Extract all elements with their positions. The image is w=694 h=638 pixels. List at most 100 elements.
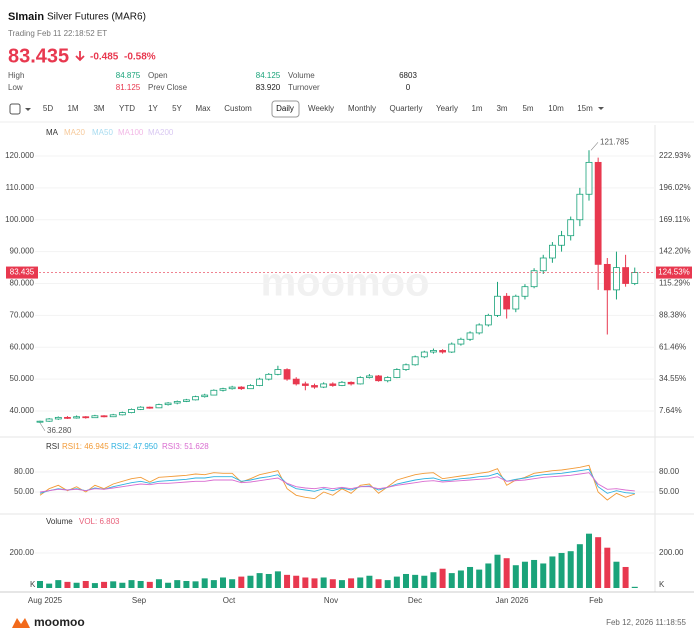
y-tick-label: 120.000 (5, 151, 34, 160)
candle-body (549, 244, 556, 259)
volume-bar (128, 580, 135, 588)
range-button[interactable]: 5D (43, 104, 53, 113)
range-button[interactable]: Custom (224, 104, 252, 113)
volume-bar (467, 566, 474, 588)
range-button[interactable]: YTD (119, 104, 135, 113)
candle-body (73, 416, 80, 419)
candle-body (384, 377, 392, 382)
candle-body (347, 381, 355, 385)
ma-title: MA (46, 128, 59, 137)
volume-bar (274, 571, 281, 588)
dropdown-arrow[interactable] (25, 108, 31, 111)
candle-body (338, 381, 346, 386)
period-button[interactable]: 3m (496, 104, 507, 113)
candle-body (128, 409, 135, 413)
period-button[interactable]: Monthly (348, 104, 376, 113)
candle-body (466, 332, 474, 340)
period-button[interactable]: 15m (577, 104, 593, 113)
range-button[interactable]: 5Y (172, 104, 182, 113)
volume-bar (476, 569, 483, 588)
timestamp: Feb 12, 2026 11:18:55 (606, 618, 686, 627)
annotation-label: 121.785 (600, 137, 629, 146)
dropdown-arrow[interactable] (598, 107, 604, 110)
y-tick-label: 80.000 (10, 279, 35, 288)
candle-body (320, 383, 328, 388)
volume-bar (576, 544, 583, 588)
candle-body (210, 389, 218, 396)
candle-body (54, 416, 62, 420)
volume-bar (229, 579, 236, 588)
period-button[interactable]: Quarterly (390, 104, 423, 113)
period-button[interactable]: 10m (548, 104, 564, 113)
volume-bar (503, 558, 510, 588)
period-button[interactable]: Yearly (436, 104, 458, 113)
period-button[interactable]: 1m (471, 104, 482, 113)
candle-body (274, 369, 282, 375)
candle-body (393, 369, 401, 378)
candle-body (475, 324, 483, 334)
x-tick-label: Oct (223, 596, 236, 605)
candle-body (201, 394, 209, 398)
y2-tick-label: 50.00 (659, 487, 680, 496)
range-button[interactable]: 1M (67, 104, 78, 113)
range-button[interactable]: Max (195, 104, 210, 113)
candle-body (192, 396, 199, 401)
candle-body (228, 386, 236, 390)
period-button[interactable]: Weekly (308, 104, 334, 113)
rsi-line (39, 468, 635, 494)
volume-bar (137, 580, 144, 588)
candle-body (256, 378, 264, 386)
range-button[interactable]: 3M (93, 104, 104, 113)
volume-bar (494, 554, 501, 588)
candle-body (155, 404, 163, 409)
pct-tag (656, 266, 692, 279)
period-button[interactable]: Daily (276, 104, 294, 113)
volume-bar (192, 581, 199, 588)
chart-type-icon[interactable] (9, 103, 21, 115)
candle-body (594, 161, 602, 265)
volume-bar (549, 556, 556, 588)
candle-body (118, 412, 126, 416)
volume-bar (73, 582, 80, 588)
price-tag (6, 266, 38, 279)
logo-icon (12, 618, 30, 628)
rsi-title: RSI (46, 442, 59, 451)
candle-body (182, 399, 190, 402)
volume-bar (293, 575, 300, 588)
legend-entry: RSI1: 46.945 (62, 442, 109, 451)
y2-tick-label: 7.64% (659, 406, 682, 415)
y2-tick-label: 169.11% (659, 215, 690, 224)
volume-bar (357, 577, 364, 588)
range-button[interactable]: 1Y (148, 104, 158, 113)
volume-bar (265, 573, 272, 588)
annotation-leader (39, 422, 46, 432)
volume-bar (366, 575, 373, 588)
x-tick-label: Feb (589, 596, 603, 605)
y2-tick-label: 196.02% (659, 183, 691, 192)
candle-body (356, 377, 364, 385)
annotation-label: 36.280 (47, 426, 72, 435)
current-price-label: 83.435 (10, 268, 35, 277)
y2-tick-label: 222.93% (659, 151, 691, 160)
volume-bar (348, 578, 355, 588)
volume-bar (55, 580, 62, 588)
stat-label: High (8, 71, 24, 80)
volume-bar (320, 577, 327, 588)
watermark: moomoo (261, 261, 430, 305)
volume-bar (174, 580, 181, 588)
price-change: -0.485 (90, 52, 119, 63)
y-tick-label: 100.000 (5, 215, 34, 224)
y-tick-label: 200.00 (10, 548, 35, 557)
candle-body (219, 388, 227, 391)
volume-bar (412, 574, 419, 588)
unit-label: K (659, 580, 665, 589)
period-button[interactable]: 5m (522, 104, 533, 113)
candle-body (530, 270, 538, 288)
volume-bar (439, 568, 446, 588)
volume-bar (521, 561, 528, 588)
y2-tick-label: 88.38% (659, 310, 686, 319)
volume-bar (46, 583, 53, 588)
volume-bar (421, 575, 428, 588)
candle-body (292, 378, 300, 385)
candle-body (521, 286, 529, 297)
